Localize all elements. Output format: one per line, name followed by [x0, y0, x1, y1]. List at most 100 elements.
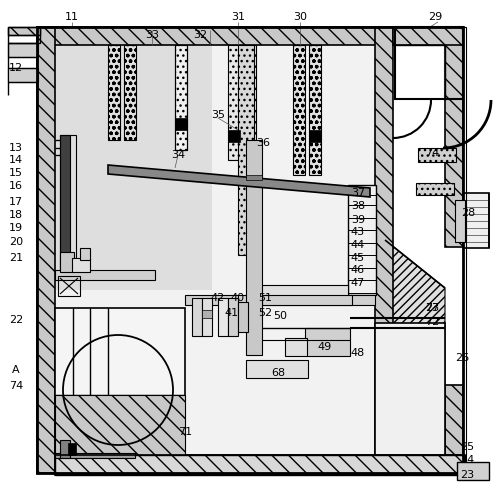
- Bar: [55, 308, 185, 455]
- Text: 44: 44: [350, 240, 364, 250]
- Bar: [72, 258, 90, 272]
- Bar: [293, 45, 305, 175]
- Text: 18: 18: [9, 210, 23, 220]
- Polygon shape: [392, 27, 462, 100]
- Bar: [245, 360, 308, 378]
- Bar: [60, 135, 76, 270]
- Bar: [237, 45, 254, 255]
- Bar: [201, 298, 211, 336]
- Bar: [37, 27, 465, 473]
- Text: 48: 48: [350, 348, 364, 358]
- Bar: [227, 45, 239, 160]
- Text: 19: 19: [9, 223, 23, 233]
- Text: 28: 28: [460, 208, 474, 218]
- Text: 25: 25: [459, 442, 473, 452]
- Text: 22: 22: [9, 315, 23, 325]
- Bar: [55, 453, 135, 458]
- Bar: [444, 27, 462, 247]
- Bar: [60, 252, 74, 272]
- Bar: [108, 45, 120, 140]
- Text: 71: 71: [177, 427, 192, 437]
- Bar: [8, 43, 38, 57]
- Text: 73: 73: [424, 303, 438, 313]
- Text: 12: 12: [9, 63, 23, 73]
- Bar: [227, 298, 237, 336]
- Bar: [245, 140, 262, 355]
- Bar: [247, 285, 347, 297]
- Bar: [60, 440, 70, 458]
- Text: 29: 29: [427, 12, 441, 22]
- Bar: [285, 338, 307, 356]
- Bar: [374, 323, 444, 455]
- Bar: [444, 385, 462, 473]
- Text: 36: 36: [256, 138, 270, 148]
- Bar: [392, 27, 462, 45]
- Bar: [37, 27, 55, 473]
- Bar: [417, 148, 455, 162]
- Text: 47: 47: [350, 278, 364, 288]
- Bar: [175, 45, 187, 150]
- Text: A: A: [12, 365, 20, 375]
- Text: 40: 40: [230, 293, 244, 303]
- Bar: [8, 27, 40, 35]
- Bar: [185, 295, 374, 305]
- Bar: [305, 328, 349, 356]
- Bar: [392, 455, 462, 473]
- Bar: [55, 395, 185, 455]
- Bar: [80, 248, 90, 260]
- Bar: [58, 276, 80, 296]
- Text: 49: 49: [317, 342, 332, 352]
- Bar: [37, 27, 462, 45]
- Text: 41: 41: [224, 308, 238, 318]
- Bar: [243, 45, 256, 160]
- Text: 43: 43: [350, 227, 364, 237]
- Bar: [8, 68, 38, 82]
- Text: 35: 35: [210, 110, 224, 120]
- Bar: [55, 455, 464, 475]
- Text: 16: 16: [9, 181, 23, 191]
- Bar: [237, 302, 247, 332]
- Bar: [456, 462, 488, 480]
- Text: 30: 30: [293, 12, 307, 22]
- Bar: [37, 455, 462, 473]
- Text: 74: 74: [9, 381, 23, 391]
- Bar: [374, 27, 392, 473]
- Text: 34: 34: [171, 150, 185, 160]
- Text: 11: 11: [65, 12, 79, 22]
- Text: 27: 27: [424, 303, 438, 313]
- Text: 68: 68: [271, 368, 285, 378]
- Bar: [227, 130, 239, 142]
- Text: 31: 31: [230, 12, 244, 22]
- Bar: [201, 310, 211, 318]
- Text: 39: 39: [350, 215, 364, 225]
- Bar: [60, 135, 70, 270]
- Polygon shape: [108, 165, 369, 197]
- Bar: [454, 200, 464, 242]
- Text: 33: 33: [145, 30, 159, 40]
- Text: 17: 17: [9, 197, 23, 207]
- Text: 14: 14: [9, 155, 23, 165]
- Text: 24: 24: [459, 455, 473, 465]
- Bar: [262, 295, 351, 305]
- Text: 72: 72: [424, 317, 438, 327]
- Bar: [309, 130, 320, 142]
- Bar: [55, 270, 155, 280]
- Text: 42: 42: [210, 293, 224, 303]
- Text: 21: 21: [9, 253, 23, 263]
- Bar: [217, 298, 227, 336]
- Text: 32: 32: [192, 30, 206, 40]
- Text: 26: 26: [454, 353, 468, 363]
- Bar: [394, 27, 462, 99]
- Bar: [124, 45, 136, 140]
- Bar: [8, 27, 40, 43]
- Text: 45: 45: [350, 253, 364, 263]
- Bar: [347, 185, 375, 295]
- Text: 46: 46: [350, 265, 364, 275]
- Bar: [37, 27, 462, 473]
- Bar: [309, 45, 320, 175]
- Text: 20: 20: [9, 237, 23, 247]
- Bar: [462, 193, 488, 248]
- Bar: [245, 175, 262, 180]
- Bar: [191, 298, 201, 336]
- Bar: [175, 118, 187, 130]
